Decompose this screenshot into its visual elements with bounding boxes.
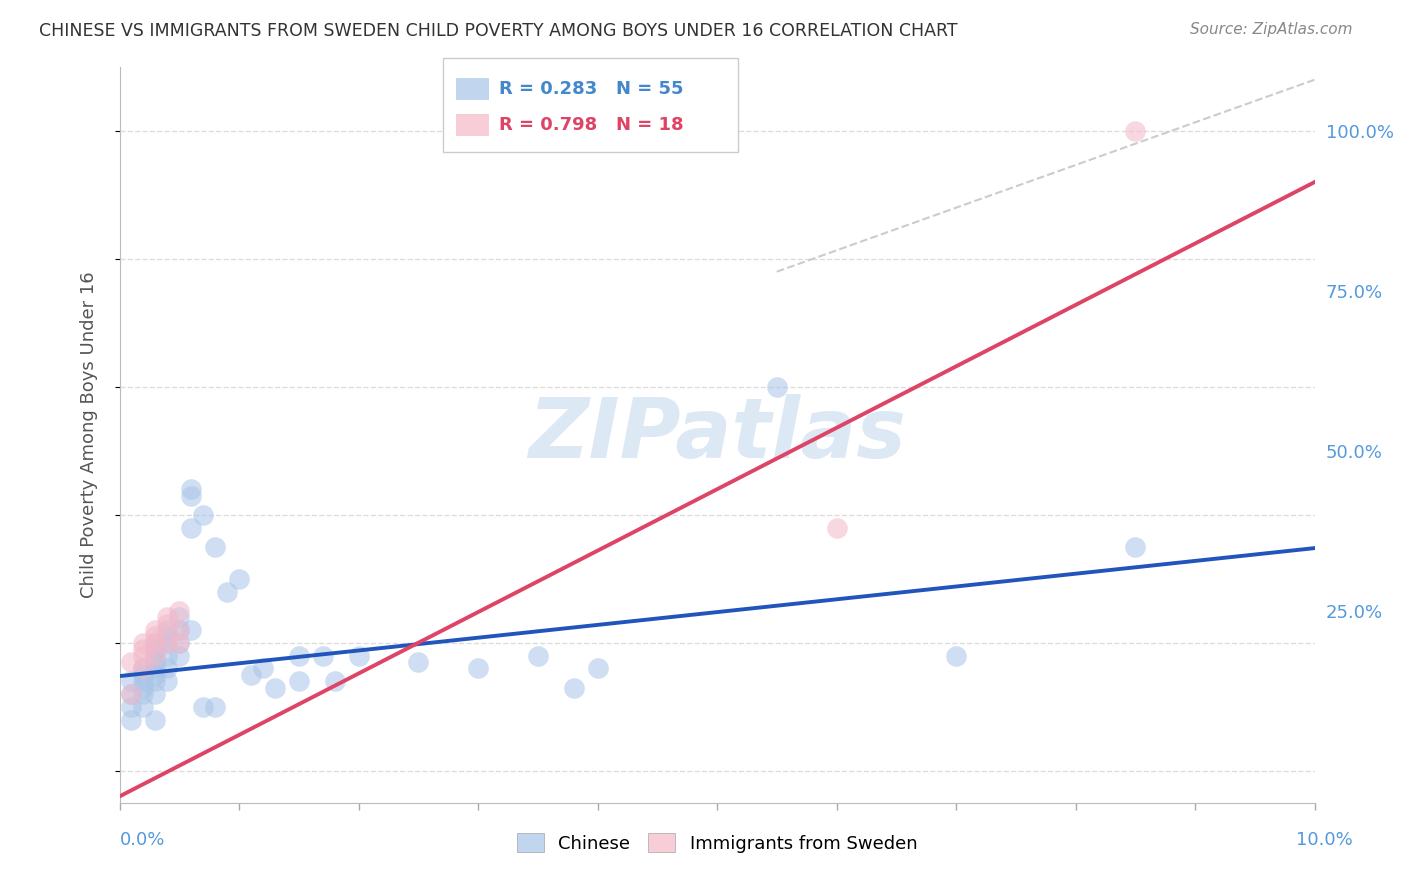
Point bbox=[180, 482, 202, 496]
Point bbox=[169, 636, 191, 650]
Point bbox=[288, 648, 311, 663]
Point bbox=[586, 661, 609, 675]
Point bbox=[156, 636, 179, 650]
Point bbox=[264, 681, 287, 695]
Point bbox=[156, 616, 179, 631]
Point bbox=[121, 674, 143, 689]
Point bbox=[766, 380, 789, 394]
Point bbox=[825, 521, 848, 535]
Text: R = 0.283   N = 55: R = 0.283 N = 55 bbox=[499, 80, 683, 98]
Point bbox=[145, 648, 166, 663]
Point bbox=[132, 699, 155, 714]
Text: 10.0%: 10.0% bbox=[1296, 830, 1353, 848]
Point bbox=[288, 674, 311, 689]
Point bbox=[132, 681, 155, 695]
Point bbox=[204, 540, 226, 554]
Point bbox=[156, 648, 179, 663]
Text: R = 0.798   N = 18: R = 0.798 N = 18 bbox=[499, 116, 683, 134]
Point bbox=[945, 648, 967, 663]
Point bbox=[169, 623, 191, 637]
Point bbox=[132, 661, 155, 675]
Point bbox=[156, 674, 179, 689]
Point bbox=[467, 661, 489, 675]
Point bbox=[145, 655, 166, 669]
Point bbox=[312, 648, 335, 663]
Point bbox=[1125, 124, 1147, 138]
Text: ZIPatlas: ZIPatlas bbox=[529, 394, 905, 475]
Point bbox=[239, 668, 263, 682]
Point bbox=[121, 713, 143, 727]
Point bbox=[252, 661, 274, 675]
Point bbox=[191, 508, 215, 522]
Point bbox=[132, 661, 155, 675]
Point bbox=[132, 642, 155, 657]
Point bbox=[527, 648, 550, 663]
Point bbox=[347, 648, 370, 663]
Point bbox=[145, 636, 166, 650]
Point bbox=[121, 699, 143, 714]
Point bbox=[169, 636, 191, 650]
Point bbox=[132, 674, 155, 689]
Point bbox=[145, 636, 166, 650]
Point bbox=[145, 713, 166, 727]
Point bbox=[145, 629, 166, 643]
Text: Source: ZipAtlas.com: Source: ZipAtlas.com bbox=[1189, 22, 1353, 37]
Point bbox=[169, 623, 191, 637]
Legend: Chinese, Immigrants from Sweden: Chinese, Immigrants from Sweden bbox=[509, 826, 925, 860]
Text: 0.0%: 0.0% bbox=[120, 830, 165, 848]
Point bbox=[145, 668, 166, 682]
Point bbox=[228, 572, 250, 586]
Point bbox=[217, 584, 239, 599]
Point bbox=[169, 610, 191, 624]
Point bbox=[204, 699, 226, 714]
Point bbox=[562, 681, 585, 695]
Point bbox=[180, 489, 202, 503]
Point bbox=[132, 668, 155, 682]
Point bbox=[180, 623, 202, 637]
Point bbox=[121, 655, 143, 669]
Y-axis label: Child Poverty Among Boys Under 16: Child Poverty Among Boys Under 16 bbox=[80, 271, 98, 599]
Point bbox=[169, 648, 191, 663]
Point bbox=[156, 661, 179, 675]
Point bbox=[156, 636, 179, 650]
Point bbox=[145, 623, 166, 637]
Text: CHINESE VS IMMIGRANTS FROM SWEDEN CHILD POVERTY AMONG BOYS UNDER 16 CORRELATION : CHINESE VS IMMIGRANTS FROM SWEDEN CHILD … bbox=[39, 22, 957, 40]
Point bbox=[169, 604, 191, 618]
Point bbox=[132, 636, 155, 650]
Point bbox=[145, 648, 166, 663]
Point bbox=[145, 661, 166, 675]
Point bbox=[156, 610, 179, 624]
Point bbox=[1125, 540, 1147, 554]
Point bbox=[156, 623, 179, 637]
Point bbox=[408, 655, 430, 669]
Point bbox=[145, 642, 166, 657]
Point bbox=[145, 687, 166, 701]
Point bbox=[132, 648, 155, 663]
Point bbox=[132, 687, 155, 701]
Point bbox=[180, 521, 202, 535]
Point bbox=[323, 674, 346, 689]
Point bbox=[121, 687, 143, 701]
Point bbox=[121, 687, 143, 701]
Point bbox=[145, 674, 166, 689]
Point bbox=[191, 699, 215, 714]
Point bbox=[156, 629, 179, 643]
